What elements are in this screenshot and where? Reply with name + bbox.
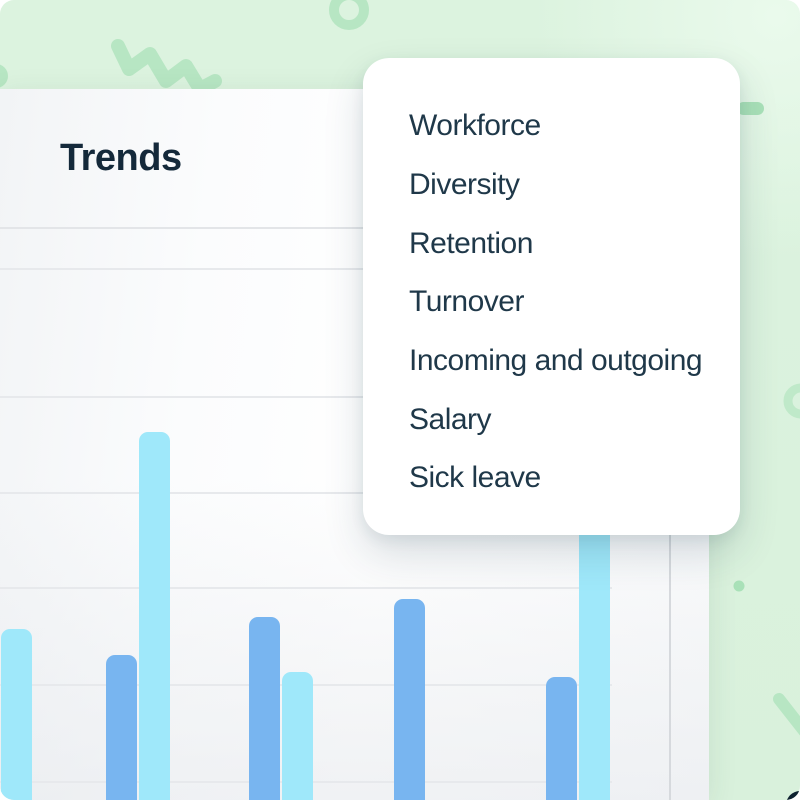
menu-item-workforce[interactable]: Workforce xyxy=(409,109,541,143)
menu-item-turnover[interactable]: Turnover xyxy=(409,285,524,319)
dash-decoration-right xyxy=(737,102,764,115)
page-title: Trends xyxy=(60,137,182,179)
card-header-divider xyxy=(0,227,709,229)
dot-decoration-right xyxy=(733,580,745,592)
menu-item-salary[interactable]: Salary xyxy=(409,402,492,436)
ring-decoration-top xyxy=(329,0,369,30)
diagonal-dash-decoration-bottom-right xyxy=(773,693,800,736)
menu-item-diversity[interactable]: Diversity xyxy=(409,168,520,202)
semicircle-decoration-left xyxy=(0,64,8,88)
ring-decoration-right-edge xyxy=(783,383,800,419)
menu-item-sick-leave[interactable]: Sick leave xyxy=(409,461,541,495)
trend-options-menu: Workforce Diversity Retention Turnover Incom… xyxy=(363,58,740,535)
dark-corner-shape xyxy=(786,791,800,800)
trend-menu-list: Workforce Diversity Retention Turnover Incom… xyxy=(363,97,740,508)
menu-item-incoming-and-outgoing[interactable]: Incoming and outgoing xyxy=(409,344,703,378)
zigzag-decoration xyxy=(111,39,222,96)
menu-item-retention[interactable]: Retention xyxy=(409,226,533,260)
